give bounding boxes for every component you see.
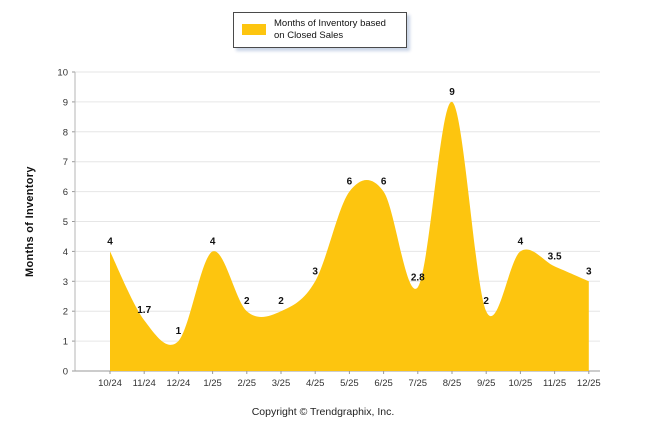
svg-text:5/25: 5/25 bbox=[340, 378, 359, 389]
x-axis-tick-labels: 10/24 11/24 12/24 1/25 2/25 3/25 4/25 5/25 6/25 7… bbox=[98, 371, 601, 389]
legend-label: Months of Inventory based on Closed Sale… bbox=[274, 18, 386, 41]
svg-text:11/24: 11/24 bbox=[133, 378, 156, 389]
legend: Months of Inventory based on Closed Sale… bbox=[233, 12, 407, 48]
svg-text:6: 6 bbox=[381, 177, 387, 188]
svg-text:2: 2 bbox=[278, 296, 284, 307]
y-axis-tick-labels: 0 1 2 3 4 5 6 7 8 9 10 bbox=[57, 68, 68, 378]
svg-text:4: 4 bbox=[107, 236, 113, 247]
svg-text:6: 6 bbox=[63, 187, 68, 198]
svg-text:10/25: 10/25 bbox=[509, 378, 533, 389]
point-labels: 4 1.7 1 4 2 2 3 6 6 2.8 9 2 4 3.5 3 bbox=[107, 87, 592, 337]
svg-text:1: 1 bbox=[63, 337, 68, 348]
svg-text:0: 0 bbox=[63, 367, 68, 378]
svg-text:2: 2 bbox=[63, 307, 68, 318]
svg-text:2: 2 bbox=[483, 296, 489, 307]
svg-text:3/25: 3/25 bbox=[272, 378, 291, 389]
svg-text:10/24: 10/24 bbox=[98, 378, 122, 389]
svg-text:1: 1 bbox=[176, 326, 182, 337]
svg-text:6/25: 6/25 bbox=[374, 378, 393, 389]
svg-text:10: 10 bbox=[57, 68, 68, 79]
svg-text:7/25: 7/25 bbox=[409, 378, 428, 389]
svg-text:3.5: 3.5 bbox=[548, 251, 562, 262]
svg-text:2.8: 2.8 bbox=[411, 272, 425, 283]
svg-text:4/25: 4/25 bbox=[306, 378, 325, 389]
svg-text:12/25: 12/25 bbox=[577, 378, 601, 389]
svg-text:11/25: 11/25 bbox=[543, 378, 566, 389]
svg-text:1.7: 1.7 bbox=[137, 305, 151, 316]
area-series bbox=[110, 101, 589, 371]
svg-text:4: 4 bbox=[63, 247, 68, 258]
svg-text:5: 5 bbox=[63, 217, 68, 228]
svg-text:6: 6 bbox=[347, 177, 353, 188]
svg-text:7: 7 bbox=[63, 157, 68, 168]
svg-text:8: 8 bbox=[63, 127, 68, 138]
svg-text:9/25: 9/25 bbox=[477, 378, 496, 389]
copyright-text: Copyright © Trendgraphix, Inc. bbox=[251, 406, 395, 418]
svg-text:3: 3 bbox=[312, 266, 318, 277]
svg-text:3: 3 bbox=[586, 266, 592, 277]
svg-text:3: 3 bbox=[63, 277, 68, 288]
legend-swatch bbox=[242, 24, 266, 36]
svg-text:12/24: 12/24 bbox=[167, 378, 191, 389]
svg-text:8/25: 8/25 bbox=[443, 378, 462, 389]
svg-text:1/25: 1/25 bbox=[203, 378, 222, 389]
svg-text:4: 4 bbox=[518, 236, 524, 247]
svg-text:4: 4 bbox=[210, 236, 216, 247]
svg-text:9: 9 bbox=[449, 87, 455, 98]
svg-text:9: 9 bbox=[63, 97, 68, 108]
svg-text:2: 2 bbox=[244, 296, 250, 307]
svg-text:2/25: 2/25 bbox=[238, 378, 257, 389]
